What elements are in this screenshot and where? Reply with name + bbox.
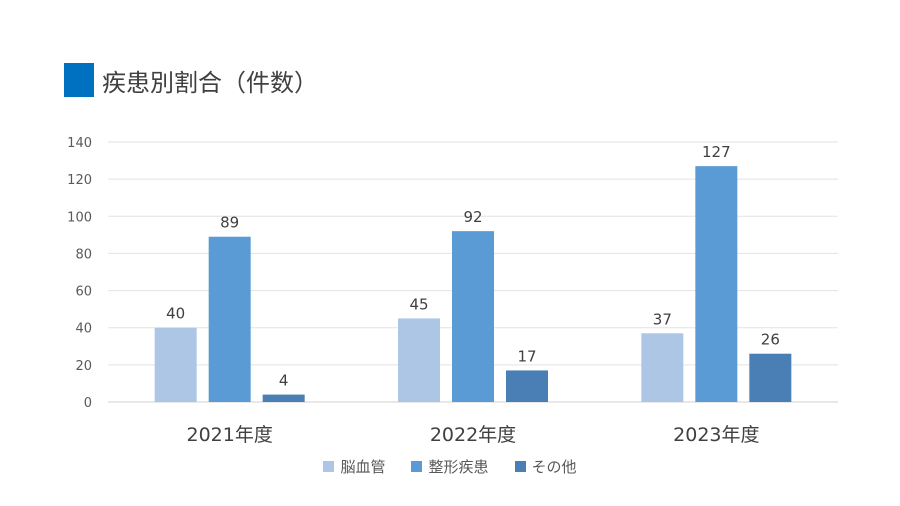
legend-swatch [411,461,423,472]
data-label: 26 [761,331,780,349]
data-label: 40 [166,305,185,323]
y-tick-label: 120 [67,173,92,188]
bar [749,353,792,402]
legend-item: 整形疾患 [411,456,489,477]
data-label: 89 [220,214,239,232]
legend-label: 脳血管 [340,458,386,476]
chart-title: 疾患別割合（件数） [102,68,318,97]
bar [695,166,738,402]
bar [208,236,251,402]
legend-label: 整形疾患 [428,458,489,476]
y-tick-label: 20 [75,359,92,374]
legend-label: その他 [531,458,577,476]
chart-title-block: 疾患別割合（件数） [64,62,318,98]
data-label: 92 [463,208,482,226]
legend-item: 脳血管 [323,456,385,477]
bar [262,394,305,402]
bar [506,370,548,402]
bar [641,333,684,402]
data-label: 17 [517,347,536,365]
chart-legend: 脳血管 整形疾患 その他 [0,456,900,477]
y-tick-label: 40 [75,322,92,337]
legend-swatch [514,461,526,472]
y-tick-label: 100 [67,210,92,225]
title-marker [64,63,94,97]
x-category-label: 2023年度 [673,424,759,446]
data-label: 4 [279,372,289,390]
data-label: 127 [702,143,731,161]
bar [452,231,494,402]
y-tick-label: 0 [84,396,92,411]
y-tick-label: 80 [75,247,92,262]
x-category-label: 2021年度 [186,424,272,446]
bar [154,327,197,402]
y-tick-label: 140 [67,136,92,151]
data-label: 45 [409,295,428,313]
data-label: 37 [653,310,672,328]
legend-swatch [323,461,335,472]
bar [398,318,440,402]
x-category-label: 2022年度 [430,424,516,446]
y-tick-label: 60 [75,285,92,300]
legend-item: その他 [514,456,577,477]
